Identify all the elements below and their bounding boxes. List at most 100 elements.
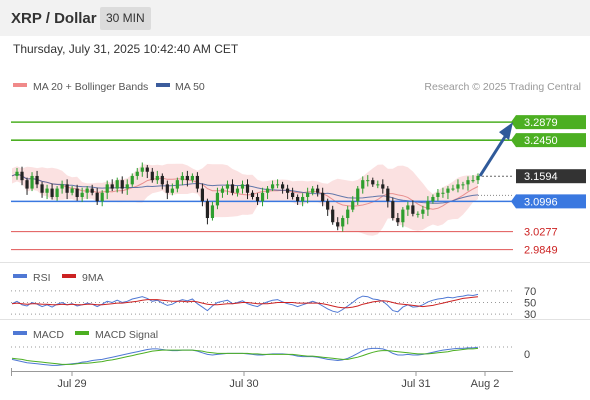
candle-body: [381, 184, 385, 189]
candle-body: [140, 167, 144, 172]
legend-label-rsi: RSI: [33, 272, 51, 284]
legend-label-ma50: MA 50: [175, 81, 205, 93]
candle-body: [446, 188, 450, 193]
candle-body: [205, 201, 210, 219]
candle-body: [296, 196, 300, 202]
candle-body: [120, 180, 124, 189]
candle-body: [100, 192, 104, 202]
chart-header: XRP / Dollar 30 MIN: [0, 0, 590, 36]
level-label-support: 3.0277: [524, 227, 558, 239]
candle-body: [240, 184, 245, 189]
candle-body: [55, 188, 59, 197]
candle-body: [311, 188, 315, 193]
candle-body: [351, 201, 355, 210]
macd-signal-line: [11, 347, 479, 365]
research-credit: Research © 2025 Trading Central: [424, 81, 581, 93]
projection-arrow-head: [499, 122, 513, 141]
legend-swatch-macd-signal: [75, 331, 89, 335]
x-tick-label: Jul 30: [229, 378, 258, 390]
candle-body: [451, 188, 455, 190]
candle-body: [250, 192, 255, 197]
candle-body: [50, 188, 54, 197]
candle-body: [341, 218, 345, 227]
candle-body: [40, 184, 44, 193]
candle-body: [185, 175, 189, 181]
candle-body: [70, 188, 74, 193]
legend-label-macd: MACD: [33, 329, 64, 341]
candle-body: [441, 192, 445, 194]
candle-body: [180, 175, 184, 181]
candle-body: [220, 188, 225, 193]
candle-body: [210, 205, 215, 219]
x-tick-label: Jul 31: [401, 378, 430, 390]
candle-body: [200, 188, 205, 202]
candle-body: [20, 171, 24, 181]
candle-body: [65, 184, 69, 193]
candle-body: [75, 188, 79, 197]
rsi-ma-line: [11, 296, 479, 309]
legend-label-rsi-ma: 9MA: [82, 272, 104, 284]
legend-swatch-ma50: [156, 83, 170, 87]
candle-body: [175, 180, 179, 189]
rsi-level-label: 70: [524, 286, 536, 298]
candle-body: [416, 213, 420, 215]
candle-body: [215, 192, 220, 206]
level-tag-resistance: [511, 115, 586, 130]
candle-body: [110, 184, 114, 189]
candle-body: [160, 175, 164, 185]
projection-arrow-shaft: [478, 134, 508, 177]
candle-body: [150, 171, 154, 181]
candle-body: [135, 171, 139, 176]
candle-body: [326, 201, 330, 210]
candle-body: [316, 188, 320, 193]
level-label-support: 2.9849: [524, 245, 558, 257]
candle-body: [366, 180, 370, 182]
candle-body: [471, 180, 475, 182]
candle-body: [195, 175, 199, 189]
candle-body: [386, 188, 390, 202]
candle-body: [371, 180, 375, 185]
timeframe-badge[interactable]: 30 MIN: [100, 7, 151, 30]
candle-body: [306, 192, 310, 197]
candle-body: [456, 184, 460, 189]
candle-body: [15, 171, 19, 176]
rsi-level-label: 30: [524, 309, 536, 321]
candle-body: [230, 184, 235, 193]
level-label-pivot: 3.0996: [524, 196, 558, 208]
candle-body: [356, 188, 360, 202]
level-tag-current: [516, 169, 586, 184]
x-tick-label: Aug 2: [471, 378, 500, 390]
candle-body: [321, 192, 325, 202]
candle-body: [361, 180, 365, 189]
level-tag-resistance: [511, 133, 586, 148]
instrument-title: XRP / Dollar: [11, 10, 97, 27]
legend-swatch-macd: [13, 331, 27, 335]
candle-body: [436, 192, 440, 197]
candle-body: [270, 184, 275, 189]
candle-body: [301, 196, 305, 202]
candle-body: [105, 184, 109, 193]
candle-body: [275, 184, 280, 186]
candle-body: [245, 184, 250, 193]
candle-body: [255, 196, 260, 202]
candle-body: [476, 175, 480, 181]
legend-label-ma20: MA 20 + Bollinger Bands: [33, 81, 148, 93]
macd-panel: 0: [11, 346, 530, 366]
candle-body: [336, 222, 340, 227]
rsi-line: [11, 293, 479, 313]
macd-line: [11, 346, 479, 366]
candle-body: [60, 184, 64, 189]
candle-body: [25, 180, 29, 189]
level-label-current: 3.1594: [524, 171, 558, 183]
level-tag-pivot: [511, 194, 586, 209]
candle-body: [280, 184, 285, 189]
x-tick-label: Jul 29: [57, 378, 86, 390]
candle-body: [291, 192, 295, 197]
macd-legend: MACD MACD Signal: [13, 329, 158, 341]
candle-body: [285, 188, 290, 193]
candle-body: [145, 167, 149, 172]
candle-body: [30, 175, 34, 189]
candle-body: [170, 188, 174, 193]
x-axis: Jul 29 Jul 30 Jul 31 Aug 2: [11, 368, 500, 390]
